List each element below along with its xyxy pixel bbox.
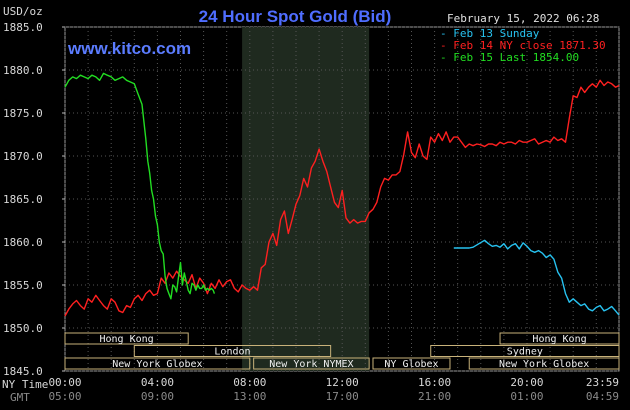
legend-entry: - Feb 13 Sunday bbox=[440, 27, 540, 40]
y-tick-label: 1885.0 bbox=[3, 21, 43, 34]
y-tick-label: 1865.0 bbox=[3, 193, 43, 206]
session-box bbox=[430, 345, 620, 357]
x-tick-label-ny: 12:00 bbox=[326, 376, 359, 389]
y-tick-label: 1870.0 bbox=[3, 150, 43, 163]
y-tick-label: 1845.0 bbox=[3, 365, 43, 378]
x-tick-label-gmt: 13:00 bbox=[233, 390, 266, 403]
site-url: www.kitco.com bbox=[67, 39, 191, 58]
x-tick-label-ny: 16:00 bbox=[418, 376, 451, 389]
session-label: New York Globex bbox=[499, 359, 589, 370]
chart-title: 24 Hour Spot Gold (Bid) bbox=[199, 7, 392, 26]
y-axis-label: USD/oz bbox=[3, 5, 43, 18]
session-label: New York Globex bbox=[112, 359, 202, 370]
x-tick-label-gmt: 04:59 bbox=[586, 390, 619, 403]
x-tick-label-ny: 20:00 bbox=[510, 376, 543, 389]
x-tick-label-gmt: 05:00 bbox=[48, 390, 81, 403]
session-label: Sydney bbox=[507, 347, 543, 358]
session-box bbox=[372, 357, 451, 370]
session-box bbox=[133, 345, 332, 357]
session-box bbox=[64, 357, 251, 370]
x-tick-label-gmt: 21:00 bbox=[418, 390, 451, 403]
session-label: New York NYMEX bbox=[269, 359, 353, 370]
y-tick-label: 1850.0 bbox=[3, 322, 43, 335]
y-tick-label: 1875.0 bbox=[3, 107, 43, 120]
session-label: London bbox=[214, 347, 250, 358]
x-tick-label-gmt: 09:00 bbox=[141, 390, 174, 403]
x-tick-label-ny: 23:59 bbox=[586, 376, 619, 389]
y-tick-label: 1860.0 bbox=[3, 236, 43, 249]
session-box bbox=[499, 332, 620, 345]
x-tick-label-gmt: 01:00 bbox=[510, 390, 543, 403]
legend-entry: - Feb 14 NY close 1871.30 bbox=[440, 39, 606, 52]
x-tick-label-ny: 08:00 bbox=[233, 376, 266, 389]
x-axis-label-ny: NY Time bbox=[2, 378, 48, 391]
series-line bbox=[64, 72, 216, 300]
y-tick-label: 1855.0 bbox=[3, 279, 43, 292]
session-label: Hong Kong bbox=[100, 334, 154, 345]
session-box bbox=[253, 357, 370, 370]
session-label: NY Globex bbox=[384, 359, 438, 370]
x-tick-label-gmt: 17:00 bbox=[326, 390, 359, 403]
session-box bbox=[64, 332, 189, 345]
legend-entry: - Feb 15 Last 1854.00 bbox=[440, 51, 579, 64]
legend: - Feb 13 Sunday- Feb 14 NY close 1871.30… bbox=[440, 27, 606, 64]
series-line bbox=[453, 239, 620, 316]
session-label: Hong Kong bbox=[532, 334, 586, 345]
date-stamp: February 15, 2022 06:28 bbox=[447, 12, 599, 25]
x-axis-label-gmt: GMT bbox=[10, 391, 30, 404]
series-line bbox=[64, 79, 620, 317]
session-box bbox=[468, 357, 620, 370]
x-tick-label-ny: 00:00 bbox=[48, 376, 81, 389]
x-tick-label-ny: 04:00 bbox=[141, 376, 174, 389]
y-tick-label: 1880.0 bbox=[3, 64, 43, 77]
